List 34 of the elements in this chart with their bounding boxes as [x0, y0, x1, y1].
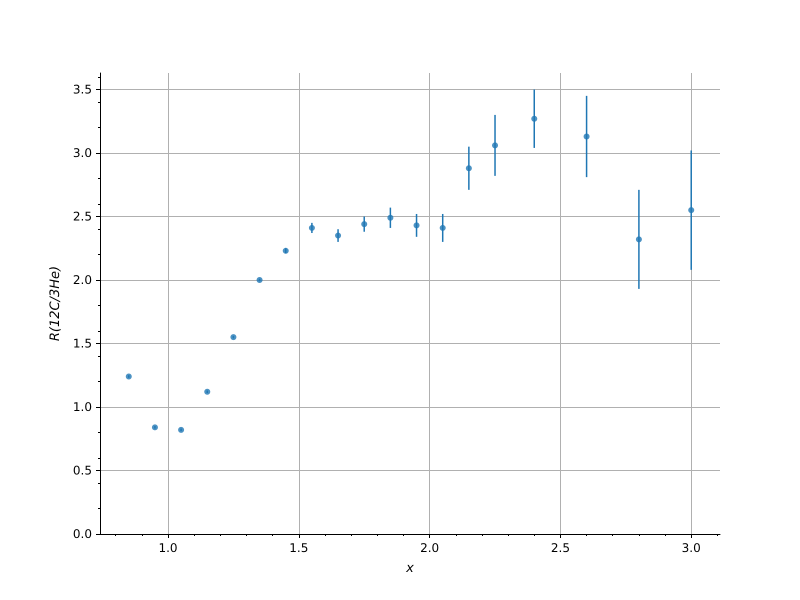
point — [440, 224, 446, 231]
point — [636, 236, 642, 242]
point — [152, 424, 158, 430]
point — [584, 134, 590, 140]
y-axis-title: R(12C/3He) — [48, 266, 63, 342]
y-tick-label: 0.5 — [72, 464, 92, 478]
x-tick-label: 2.0 — [420, 541, 440, 555]
x-tick-label: 1.0 — [158, 541, 178, 555]
y-tick-label: 1.0 — [72, 400, 92, 414]
y-tick-label: 3.0 — [72, 146, 92, 160]
y-tick-label: 0.0 — [72, 527, 92, 541]
point — [466, 165, 472, 172]
y-tick-label: 1.5 — [72, 336, 92, 351]
point — [414, 222, 420, 228]
point — [492, 142, 498, 148]
point — [204, 388, 210, 395]
x-tick-label: 3.0 — [682, 541, 701, 555]
y-tick-label: 2.0 — [72, 273, 92, 288]
point — [688, 207, 694, 214]
point — [126, 374, 132, 380]
y-tick-label: 2.5 — [72, 210, 92, 224]
point — [531, 116, 538, 122]
x-tick-label: 2.5 — [550, 541, 570, 555]
x-tick-label: 1.5 — [289, 541, 308, 555]
point — [361, 221, 368, 228]
point — [387, 214, 394, 221]
point — [308, 224, 315, 231]
point — [335, 232, 342, 239]
point — [256, 277, 263, 284]
x-axis-title: x — [405, 561, 414, 576]
point — [282, 248, 289, 254]
point — [178, 426, 184, 433]
point — [230, 334, 236, 340]
y-tick-label: 3.5 — [72, 82, 92, 97]
